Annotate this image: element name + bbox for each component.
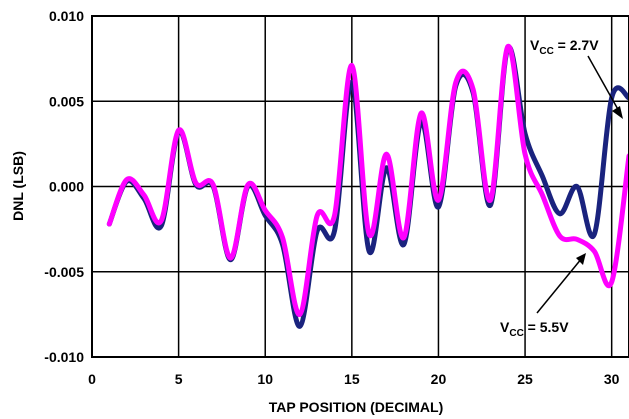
x-tick-label-1: 5 (175, 371, 183, 387)
x-tick-label-2: 10 (257, 371, 273, 387)
annotation-arrow-5-5v (536, 257, 583, 314)
x-tick-label-3: 15 (344, 371, 360, 387)
y-tick-label-1: 0.005 (49, 93, 84, 109)
annotation-vcc-5-5v: VCC = 5.5V (500, 319, 569, 339)
annotations: VCC = 2.7V VCC = 5.5V (500, 37, 623, 339)
x-tick-label-5: 25 (517, 371, 533, 387)
annotation-vcc-2-7v: VCC = 2.7V (530, 37, 599, 57)
y-tick-label-2: 0.000 (49, 179, 84, 195)
y-axis-label: DNL (LSB) (10, 151, 26, 221)
annotation-arrow-2-7v (587, 55, 621, 114)
x-tick-label-6: 30 (604, 371, 620, 387)
y-tick-label-3: -0.005 (44, 264, 84, 280)
x-tick-label-4: 20 (431, 371, 447, 387)
tick-labels: 0 5 10 15 20 25 30 0.010 0.005 0.000 -0.005 -0.010 (44, 8, 619, 387)
y-tick-label-0: 0.010 (49, 8, 84, 24)
plot-border (91, 15, 629, 358)
x-tick-label-0: 0 (88, 371, 96, 387)
plot-frame (91, 15, 629, 358)
series-line-1 (106, 44, 629, 317)
series-lines (106, 44, 629, 329)
y-tick-label-4: -0.010 (44, 349, 84, 365)
annotation-arrowhead-2-7v (612, 106, 623, 119)
annotation-arrowhead-5-5v (576, 253, 586, 265)
x-axis-label: TAP POSITION (DECIMAL) (269, 399, 443, 415)
